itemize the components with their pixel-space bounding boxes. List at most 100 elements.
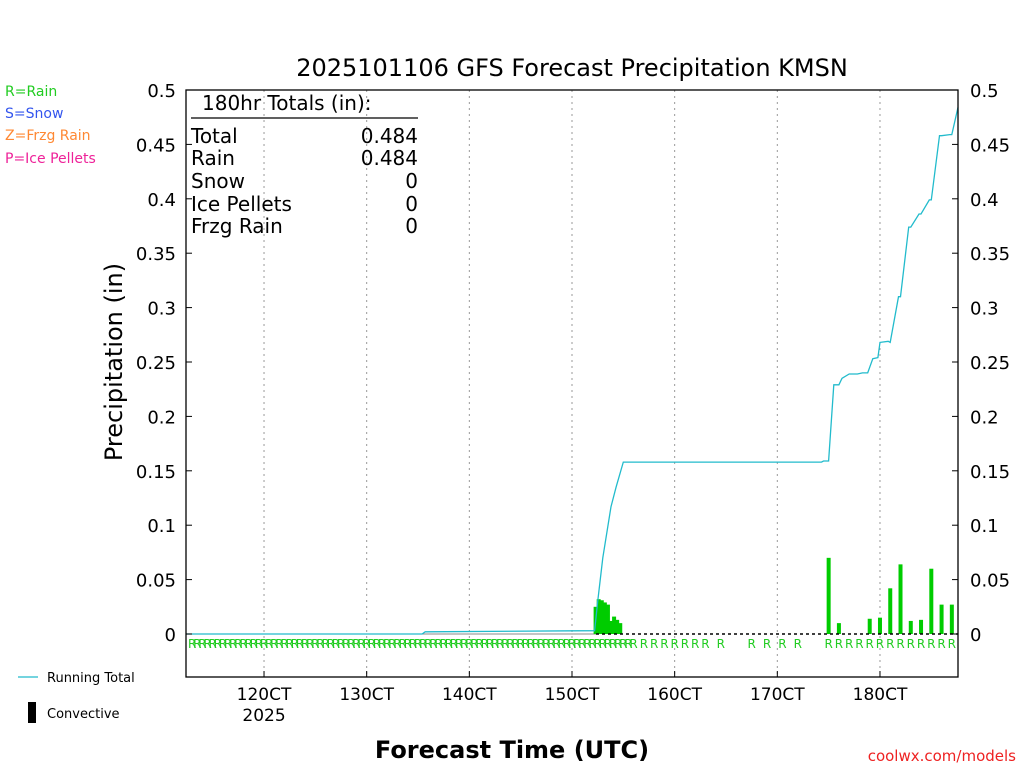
- ptype-label: R: [896, 637, 904, 651]
- ptype-label: R: [532, 637, 540, 651]
- precip-bar: [949, 604, 954, 634]
- ptype-label: R: [917, 637, 925, 651]
- precip-bar: [615, 619, 620, 634]
- ptype-label: R: [327, 637, 335, 651]
- y-tick-label-right: 0.25: [970, 353, 1010, 374]
- ptype-label: R: [193, 637, 201, 651]
- ptype-label: R: [296, 637, 304, 651]
- ptype-label: R: [481, 637, 489, 651]
- ptype-label: R: [244, 637, 252, 651]
- ptype-label: R: [332, 637, 340, 651]
- plot-frame: [185, 89, 959, 678]
- y-tick-label-left: 0.4: [147, 190, 176, 211]
- totals-ice-value: 0: [405, 192, 418, 216]
- ptype-label: R: [404, 637, 412, 651]
- ptype-label: R: [219, 637, 227, 651]
- ptype-label: R: [794, 637, 802, 651]
- ptype-label: R: [619, 637, 627, 651]
- y-tick-label-left: 0.1: [147, 516, 176, 537]
- ptype-label: R: [388, 637, 396, 651]
- running-total-legend-label: Running Total: [47, 671, 135, 686]
- ptype-label: R: [604, 637, 612, 651]
- ptype-label: R: [424, 637, 432, 651]
- ptype-label: R: [363, 637, 371, 651]
- ptype-label: R: [558, 637, 566, 651]
- legend-frzg-rain: Z=Frzg Rain: [5, 128, 91, 144]
- ptype-label: R: [486, 637, 494, 651]
- ptype-label: R: [265, 637, 273, 651]
- ptype-label: R: [876, 637, 884, 651]
- precip-bar: [908, 620, 913, 634]
- ptype-label: R: [378, 637, 386, 651]
- ptype-label: R: [455, 637, 463, 651]
- y-tick-label-right: 0.3: [970, 299, 999, 320]
- ptype-label: R: [629, 637, 637, 651]
- y-tick-label-right: 0: [970, 625, 981, 646]
- convective-legend-swatch: [28, 702, 36, 723]
- ptype-label: R: [224, 637, 232, 651]
- ptype-label: R: [250, 637, 258, 651]
- ptype-label: R: [342, 637, 350, 651]
- ptype-label: R: [835, 637, 843, 651]
- ptype-label: R: [357, 637, 365, 651]
- ptype-label: R: [778, 637, 786, 651]
- ptype-label: R: [568, 637, 576, 651]
- ptype-label: R: [948, 637, 956, 651]
- precip-bar: [939, 604, 944, 634]
- ptype-label: R: [301, 637, 309, 651]
- credit-text: coolwx.com/models: [868, 747, 1016, 765]
- ptype-label: R: [522, 637, 530, 651]
- precip-bar: [867, 618, 872, 634]
- totals-snow-value: 0: [405, 169, 418, 193]
- ptype-label: R: [280, 637, 288, 651]
- ptype-label: R: [583, 637, 591, 651]
- y-tick-label-left: 0.5: [147, 81, 176, 102]
- ptype-label: R: [886, 637, 894, 651]
- ptype-label: R: [516, 637, 524, 651]
- ptype-label: R: [763, 637, 771, 651]
- ptype-label: R: [937, 637, 945, 651]
- ptype-label: R: [275, 637, 283, 651]
- x-tick-label: 120CT: [237, 685, 292, 705]
- ptype-label: R: [640, 637, 648, 651]
- ptype-label: R: [465, 637, 473, 651]
- precip-bar: [929, 568, 934, 634]
- ptype-label: R: [203, 637, 211, 651]
- totals-rain-label: Rain: [191, 146, 235, 170]
- ptype-label: R: [496, 637, 504, 651]
- totals-total-value: 0.484: [361, 124, 418, 148]
- ptype-label: R: [542, 637, 550, 651]
- ptype-label: R: [337, 637, 345, 651]
- ptype-label: R: [419, 637, 427, 651]
- ptype-label: R: [188, 637, 196, 651]
- y-tick-label-left: 0.25: [136, 353, 176, 374]
- ptype-label: R: [321, 637, 329, 651]
- ptype-label: R: [537, 637, 545, 651]
- ptype-label: R: [578, 637, 586, 651]
- totals-ice-label: Ice Pellets: [191, 192, 292, 216]
- y-tick-label-right: 0.05: [970, 571, 1010, 592]
- ptype-label: R: [907, 637, 915, 651]
- ptype-label: R: [409, 637, 417, 651]
- ptype-label: R: [450, 637, 458, 651]
- ptype-label: R: [255, 637, 263, 651]
- ptype-label: R: [866, 637, 874, 651]
- totals-frzg-label: Frzg Rain: [191, 214, 283, 238]
- ptype-label: R: [393, 637, 401, 651]
- ptype-label: R: [209, 637, 217, 651]
- y-tick-label-right: 0.1: [970, 516, 999, 537]
- precip-bar: [898, 564, 903, 634]
- precip-bar: [596, 599, 601, 634]
- ptype-label: R: [501, 637, 509, 651]
- ptype-label: R: [214, 637, 222, 651]
- ptype-label: R: [506, 637, 514, 651]
- grid: [186, 90, 881, 677]
- precip-bar: [609, 620, 614, 634]
- y-tick-label-right: 0.5: [970, 81, 999, 102]
- ptype-label: R: [434, 637, 442, 651]
- ptype-label: R: [593, 637, 601, 651]
- ptype-label: R: [291, 637, 299, 651]
- ptype-label: R: [511, 637, 519, 651]
- ptype-label: R: [824, 637, 832, 651]
